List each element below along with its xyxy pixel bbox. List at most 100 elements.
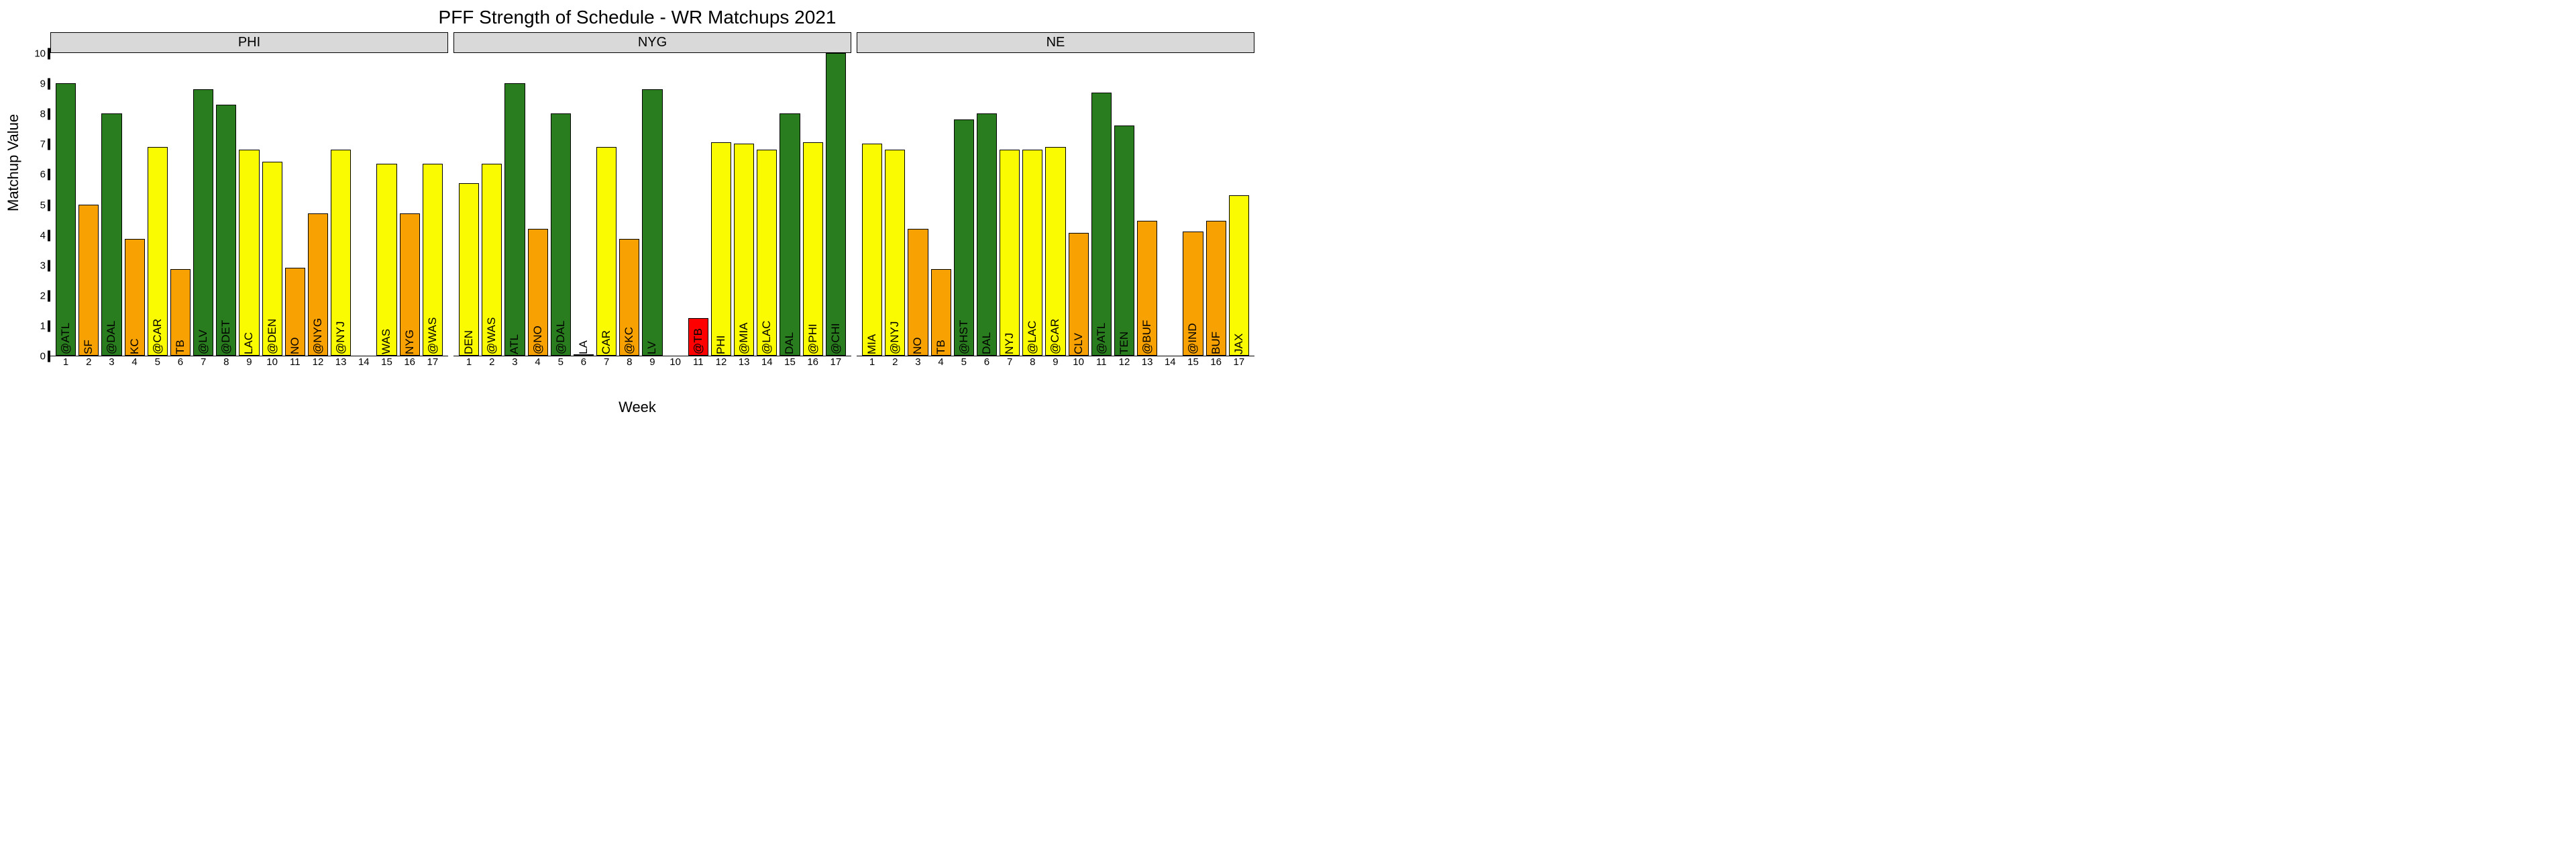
bar-slot: NYJ xyxy=(1000,53,1020,356)
bar-label: CLV xyxy=(1072,333,1085,354)
bar-slot: @CAR xyxy=(148,53,168,356)
x-axis-label: Week xyxy=(619,399,656,416)
bar-label: @PHI xyxy=(806,323,820,354)
x-axis: 1234567891011121314151617 xyxy=(50,356,448,371)
bar-slot: ATL xyxy=(504,53,525,356)
x-tick: 7 xyxy=(1000,356,1020,371)
bar-slot: @NYG xyxy=(308,53,328,356)
bar-label: NYJ xyxy=(1003,333,1016,354)
facet-NYG: NYGDEN@WASATL@NO@DALLACAR@KCLV@TBPHI@MIA… xyxy=(453,32,851,371)
bar-label: @WAS xyxy=(426,317,439,354)
bar-label: DAL xyxy=(980,332,994,354)
x-tick: 14 xyxy=(757,356,777,371)
y-axis-label: Matchup Value xyxy=(5,114,22,211)
bar-slot: CAR xyxy=(596,53,616,356)
x-tick: 10 xyxy=(1069,356,1089,371)
bar xyxy=(101,113,121,356)
bar-label: PHI xyxy=(714,336,728,354)
x-tick: 17 xyxy=(826,356,846,371)
x-axis: 1234567891011121314151617 xyxy=(453,356,851,371)
facet-strip: NE xyxy=(857,32,1254,53)
x-tick: 8 xyxy=(216,356,236,371)
bar xyxy=(642,89,662,356)
x-tick: 3 xyxy=(908,356,928,371)
bar xyxy=(1091,93,1112,356)
bar-slot: SF xyxy=(78,53,99,356)
bar-slot: @LAC xyxy=(757,53,777,356)
bar-slot: CLV xyxy=(1069,53,1089,356)
x-tick: 14 xyxy=(1160,356,1180,371)
bar-label: SF xyxy=(82,340,95,354)
y-tick: 0 xyxy=(27,351,50,362)
bar xyxy=(862,144,882,356)
x-tick: 11 xyxy=(688,356,708,371)
plot-area: @ATLSF@DALKC@CARTB@LV@DETLAC@DENNO@NYG@N… xyxy=(50,53,448,356)
bar-label: LA xyxy=(577,340,590,354)
bar-label: @NYJ xyxy=(334,321,347,354)
bar xyxy=(977,113,997,356)
bar-label: TB xyxy=(174,340,187,354)
bar-slot: TB xyxy=(931,53,951,356)
bar-label: WAS xyxy=(380,329,393,354)
x-tick: 5 xyxy=(148,356,168,371)
x-tick: 8 xyxy=(1022,356,1042,371)
bar-label: @MIA xyxy=(737,323,751,354)
bar xyxy=(78,205,99,356)
bar-label: NO xyxy=(911,338,924,355)
bar-slot: @KC xyxy=(619,53,639,356)
x-tick: 10 xyxy=(262,356,282,371)
y-tick: 3 xyxy=(27,260,50,271)
y-tick: 6 xyxy=(27,169,50,181)
bar-slot: MIA xyxy=(862,53,882,356)
x-tick: 15 xyxy=(780,356,800,371)
x-tick: 9 xyxy=(642,356,662,371)
bar-label: CAR xyxy=(600,330,613,354)
bar-slot: @LV xyxy=(193,53,213,356)
x-tick: 12 xyxy=(1114,356,1134,371)
bar-slot: @NO xyxy=(528,53,548,356)
x-tick: 7 xyxy=(596,356,616,371)
bars-group: @ATLSF@DALKC@CARTB@LV@DETLAC@DENNO@NYG@N… xyxy=(50,53,448,356)
y-tick: 8 xyxy=(27,109,50,120)
x-tick: 7 xyxy=(193,356,213,371)
bar-slot: @HST xyxy=(954,53,974,356)
x-axis: 1234567891011121314151617 xyxy=(857,356,1254,371)
bar-label: @NYG xyxy=(311,318,325,354)
bar-label: ATL xyxy=(508,334,521,354)
bar-slot: @BUF xyxy=(1137,53,1157,356)
x-tick: 3 xyxy=(101,356,121,371)
bar-label: @DEN xyxy=(266,319,279,354)
y-tick: 4 xyxy=(27,230,50,241)
bar-label: NO xyxy=(288,338,302,355)
bar-slot: @NYJ xyxy=(885,53,905,356)
bar-label: @DAL xyxy=(105,321,118,354)
bar-slot: JAX xyxy=(1229,53,1249,356)
y-tick: 5 xyxy=(27,199,50,211)
y-tick: 1 xyxy=(27,320,50,332)
x-tick: 6 xyxy=(574,356,594,371)
x-tick: 2 xyxy=(78,356,99,371)
bar-slot: NYG xyxy=(400,53,420,356)
x-tick: 16 xyxy=(400,356,420,371)
bars-group: MIA@NYJNOTB@HSTDALNYJ@LAC@CARCLV@ATLTEN@… xyxy=(857,53,1254,356)
bar-slot: PHI xyxy=(711,53,731,356)
bar xyxy=(1000,150,1020,356)
x-tick: 16 xyxy=(1206,356,1226,371)
bar-slot: WAS xyxy=(376,53,396,356)
bar-slot: @CHI xyxy=(826,53,846,356)
bar-slot: TB xyxy=(170,53,191,356)
bar xyxy=(1114,125,1134,356)
facet-NE: NEMIA@NYJNOTB@HSTDALNYJ@LAC@CARCLV@ATLTE… xyxy=(857,32,1254,371)
bar xyxy=(193,89,213,356)
bar-slot: @MIA xyxy=(734,53,754,356)
x-tick: 6 xyxy=(170,356,191,371)
bar-label: @NO xyxy=(531,325,545,354)
bar-slot: TEN xyxy=(1114,53,1134,356)
bar-label: DEN xyxy=(462,330,476,354)
bar-slot: @DAL xyxy=(101,53,121,356)
bar-slot: @DEN xyxy=(262,53,282,356)
bar-slot: @DET xyxy=(216,53,236,356)
bar-slot: @IND xyxy=(1183,53,1203,356)
bar-label: @BUF xyxy=(1140,320,1154,354)
bar-slot: KC xyxy=(125,53,145,356)
